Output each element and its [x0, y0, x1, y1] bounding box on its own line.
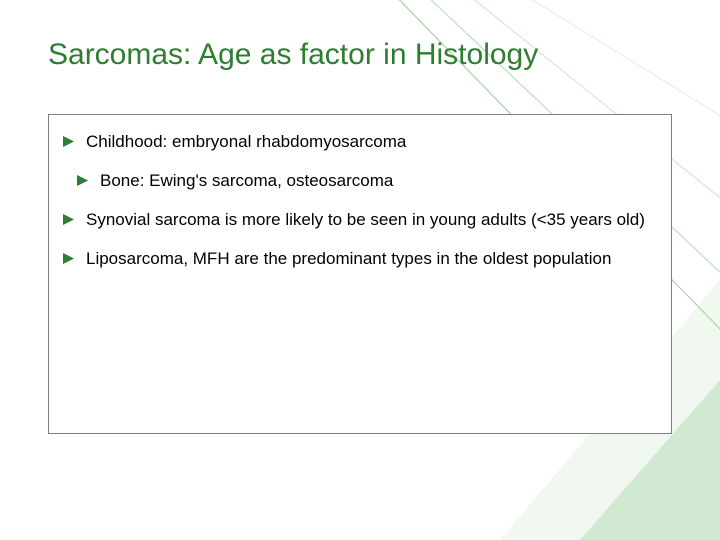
- bullet-row: Bone: Ewing's sarcoma, osteosarcoma: [63, 170, 655, 193]
- bullet-row: Childhood: embryonal rhabdomyosarcoma: [63, 131, 655, 154]
- bullet-text: Bone: Ewing's sarcoma, osteosarcoma: [100, 170, 393, 193]
- bullet-arrow-icon: [77, 175, 88, 186]
- bullet-arrow-icon: [63, 136, 74, 147]
- bullet-arrow-icon: [63, 253, 74, 264]
- bullet-row: Synovial sarcoma is more likely to be se…: [63, 209, 655, 232]
- slide-title: Sarcomas: Age as factor in Histology: [48, 38, 672, 72]
- bullet-arrow-icon: [63, 214, 74, 225]
- bullet-text: Childhood: embryonal rhabdomyosarcoma: [86, 131, 406, 154]
- content-box: Childhood: embryonal rhabdomyosarcoma Bon…: [48, 114, 672, 434]
- bullet-row: Liposarcoma, MFH are the predominant typ…: [63, 248, 655, 271]
- bullet-text: Synovial sarcoma is more likely to be se…: [86, 209, 645, 232]
- bullet-text: Liposarcoma, MFH are the predominant typ…: [86, 248, 611, 271]
